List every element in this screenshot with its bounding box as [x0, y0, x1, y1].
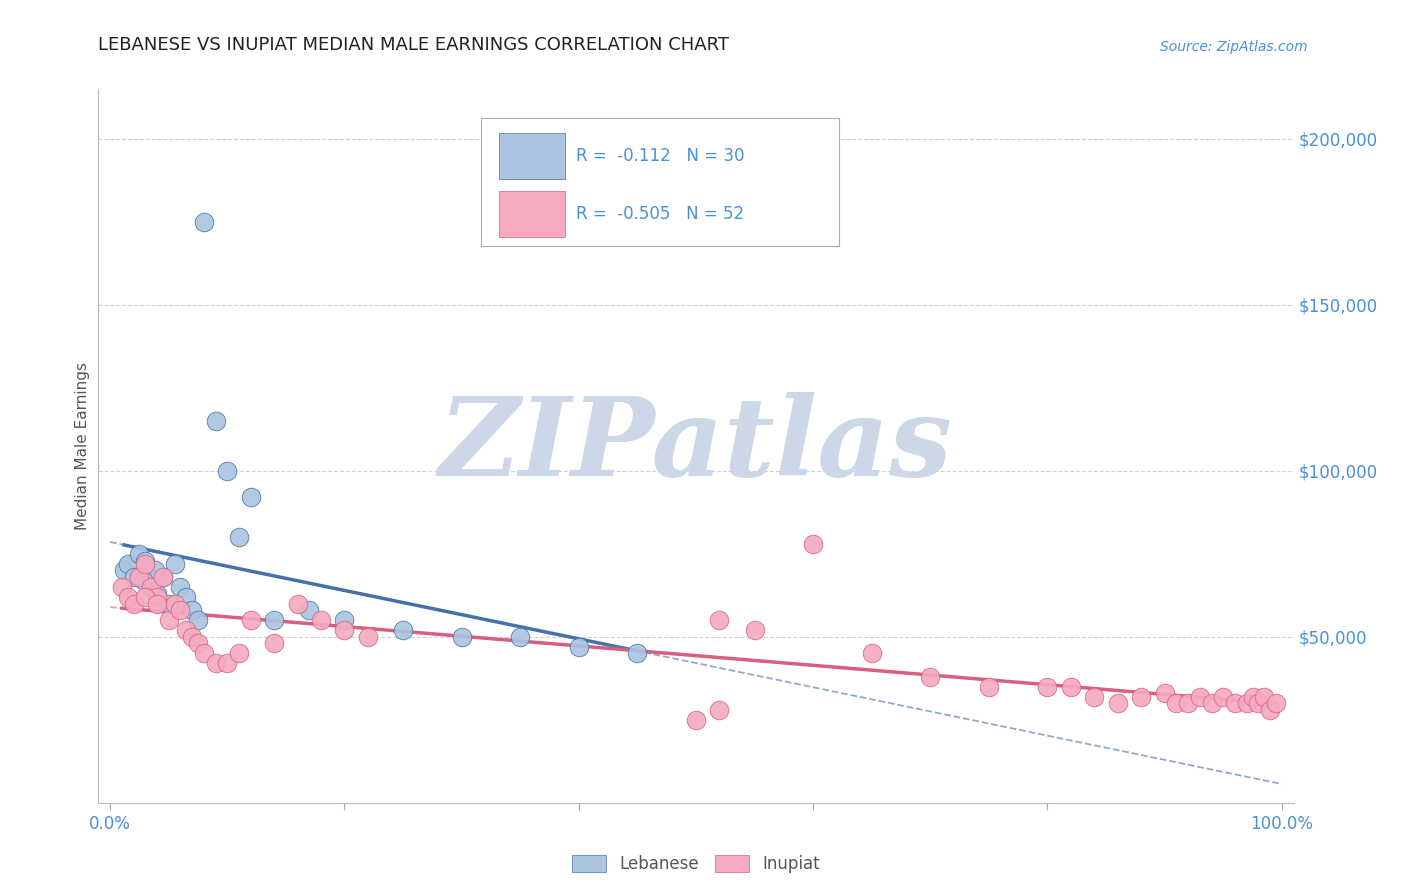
Point: [157, 597, 180, 611]
Point: [169, 603, 191, 617]
Text: ZIPatlas: ZIPatlas: [439, 392, 953, 500]
Point: [122, 597, 145, 611]
Point: [181, 603, 204, 617]
Text: R =  -0.112   N = 30: R = -0.112 N = 30: [576, 147, 745, 165]
Point: [187, 636, 209, 650]
Point: [134, 553, 156, 567]
Point: [1130, 690, 1153, 704]
Legend: Lebanese, Inupiat: Lebanese, Inupiat: [565, 848, 827, 880]
Point: [685, 713, 707, 727]
Point: [709, 613, 731, 627]
Point: [111, 580, 134, 594]
Point: [263, 636, 285, 650]
Point: [174, 590, 197, 604]
Point: [117, 590, 139, 604]
Point: [152, 570, 174, 584]
Point: [298, 603, 321, 617]
Point: [163, 597, 186, 611]
Point: [357, 630, 380, 644]
Point: [1166, 696, 1188, 710]
Point: [1201, 696, 1223, 710]
Point: [860, 647, 883, 661]
Point: [204, 657, 226, 671]
Point: [509, 630, 531, 644]
Point: [217, 464, 239, 478]
Point: [1177, 696, 1199, 710]
Point: [134, 557, 156, 571]
Text: LEBANESE VS INUPIAT MEDIAN MALE EARNINGS CORRELATION CHART: LEBANESE VS INUPIAT MEDIAN MALE EARNINGS…: [98, 36, 730, 54]
Point: [1153, 686, 1175, 700]
Text: R =  -0.505   N = 52: R = -0.505 N = 52: [576, 205, 745, 223]
Point: [146, 590, 169, 604]
Point: [174, 624, 197, 638]
Point: [920, 670, 942, 684]
Point: [146, 587, 169, 601]
Point: [239, 613, 262, 627]
Point: [143, 564, 166, 578]
Point: [228, 647, 250, 661]
Point: [1060, 680, 1083, 694]
Point: [141, 580, 163, 594]
Y-axis label: Median Male Earnings: Median Male Earnings: [75, 362, 90, 530]
Point: [239, 491, 262, 505]
Point: [157, 613, 180, 627]
Point: [709, 703, 731, 717]
Point: [128, 547, 150, 561]
Point: [141, 580, 163, 594]
Point: [228, 530, 250, 544]
Point: [181, 630, 204, 644]
Point: [193, 647, 215, 661]
Point: [169, 580, 191, 594]
Point: [801, 537, 824, 551]
Point: [122, 570, 145, 584]
Point: [392, 624, 415, 638]
Point: [287, 597, 309, 611]
Point: [744, 624, 766, 638]
Point: [1223, 696, 1246, 710]
Point: [204, 414, 226, 428]
Point: [1236, 696, 1258, 710]
Point: [134, 590, 156, 604]
Point: [163, 557, 186, 571]
Point: [309, 613, 332, 627]
Point: [1107, 696, 1129, 710]
Point: [152, 570, 174, 584]
Point: [187, 613, 209, 627]
Point: [450, 630, 472, 644]
Point: [136, 570, 159, 584]
Point: [333, 613, 356, 627]
Point: [1265, 696, 1288, 710]
Point: [128, 570, 150, 584]
Point: [193, 215, 215, 229]
Point: [1241, 690, 1264, 704]
Point: [977, 680, 1000, 694]
Point: [1247, 696, 1270, 710]
Text: Source: ZipAtlas.com: Source: ZipAtlas.com: [1160, 39, 1308, 54]
Point: [1036, 680, 1059, 694]
Point: [333, 624, 356, 638]
Point: [1083, 690, 1105, 704]
Point: [1188, 690, 1211, 704]
Point: [146, 597, 169, 611]
Point: [112, 564, 135, 578]
Point: [1253, 690, 1275, 704]
Bar: [499, 133, 565, 179]
Bar: [499, 191, 565, 237]
Point: [626, 647, 648, 661]
Point: [217, 657, 239, 671]
FancyBboxPatch shape: [481, 118, 839, 246]
Point: [568, 640, 591, 654]
Point: [263, 613, 285, 627]
Point: [117, 557, 139, 571]
Point: [132, 574, 155, 588]
Point: [1258, 703, 1281, 717]
Point: [1212, 690, 1234, 704]
